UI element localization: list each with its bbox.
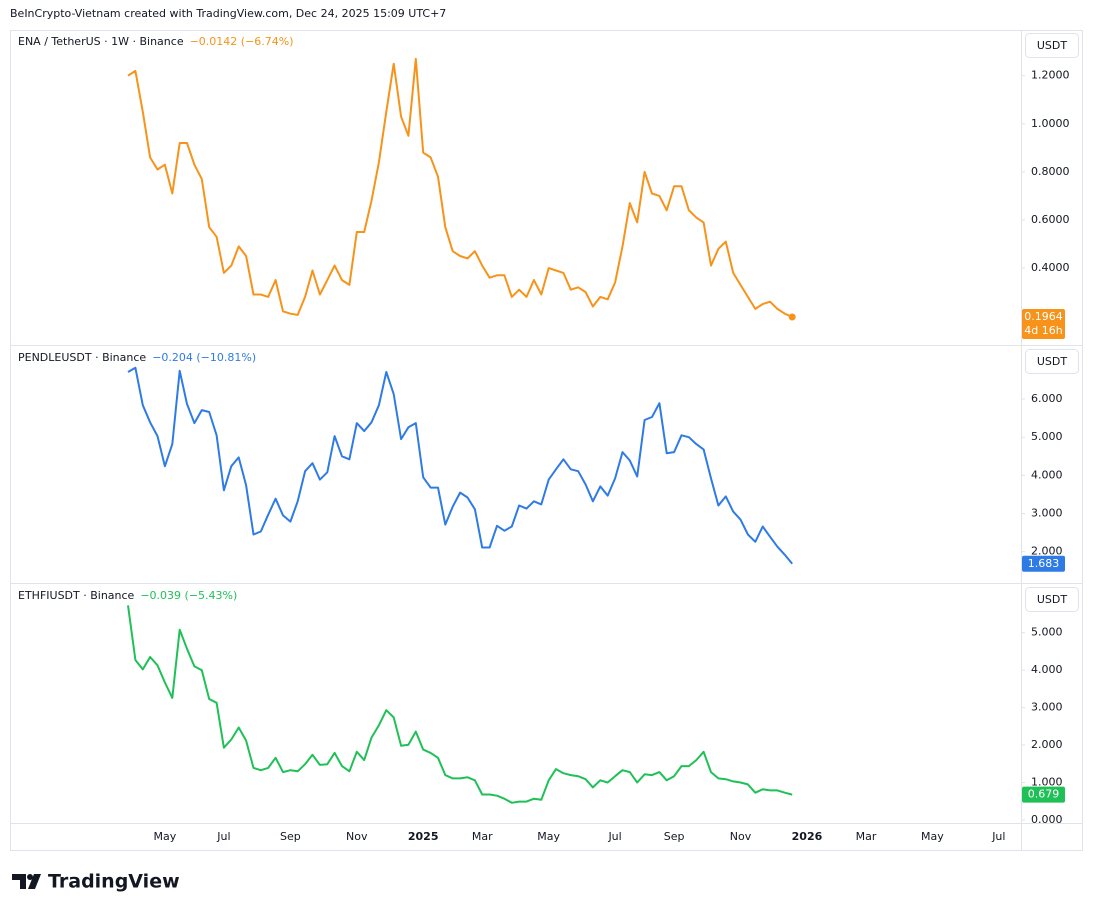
x-tick-label: 2025 [408, 830, 439, 843]
pane-title: ENA / TetherUS · 1W · Binance [18, 35, 184, 48]
y-tick-label: 0.4000 [1031, 261, 1070, 274]
y-tick-label: 1.000 [1031, 776, 1063, 789]
x-tick-label: Jul [991, 830, 1005, 843]
y-tick-label: 2.000 [1031, 545, 1063, 558]
x-tick-label: May [921, 830, 944, 843]
price-line [127, 366, 793, 565]
unit-label: USDT [1037, 593, 1068, 606]
y-tick-label: 1.2000 [1031, 69, 1070, 82]
pane-title: ETHFIUSDT · Binance [18, 589, 135, 602]
y-tick-label: 3.000 [1031, 507, 1063, 520]
y-tick-label: 5.000 [1031, 626, 1063, 639]
pane-change: −0.039 (−5.43%) [140, 589, 237, 602]
pane-change: −0.204 (−10.81%) [152, 351, 256, 364]
last-price-badge [1022, 309, 1065, 340]
countdown-label: 4d 16h [1024, 324, 1062, 337]
y-tick-label: 4.000 [1031, 468, 1063, 481]
chart-frame [10, 30, 1083, 851]
unit-box [1025, 587, 1079, 612]
y-tick-label: 5.000 [1031, 430, 1063, 443]
price-line [127, 605, 793, 804]
y-tick-label: 0.6000 [1031, 213, 1070, 226]
x-tick-label: Sep [664, 830, 685, 843]
x-tick-label: 2026 [792, 830, 823, 843]
pane-change: −0.0142 (−6.74%) [190, 35, 294, 48]
y-tick-label: 0.000 [1031, 813, 1063, 826]
y-tick-label: 4.000 [1031, 663, 1063, 676]
x-tick-label: May [537, 830, 560, 843]
x-tick-label: Jul [216, 830, 230, 843]
unit-label: USDT [1037, 39, 1068, 52]
last-price-label: 1.683 [1028, 557, 1060, 570]
y-tick-label: 1.0000 [1031, 117, 1070, 130]
last-price-label: 0.679 [1028, 788, 1060, 801]
x-tick-label: Mar [856, 830, 877, 843]
last-price-label: 0.1964 [1024, 310, 1063, 323]
last-price-badge [1022, 786, 1065, 803]
x-tick-label: Jul [607, 830, 621, 843]
y-tick-label: 0.8000 [1031, 165, 1070, 178]
x-tick-label: Nov [730, 830, 752, 843]
brand-logo [12, 874, 41, 889]
brand-name: TradingView [48, 871, 180, 893]
y-tick-label: 2.000 [1031, 738, 1063, 751]
y-tick-label: 6.000 [1031, 392, 1063, 405]
pane-title: PENDLEUSDT · Binance [18, 351, 146, 364]
unit-box [1025, 33, 1079, 58]
x-tick-label: May [154, 830, 177, 843]
y-tick-label: 3.000 [1031, 701, 1063, 714]
price-line [127, 57, 793, 318]
x-tick-label: Mar [472, 830, 493, 843]
last-point [788, 313, 796, 321]
last-price-badge [1022, 555, 1065, 572]
x-tick-label: Sep [280, 830, 301, 843]
unit-label: USDT [1037, 355, 1068, 368]
x-tick-label: Nov [346, 830, 368, 843]
unit-box [1025, 349, 1079, 374]
attribution: BeInCrypto-Vietnam created with TradingV… [10, 7, 446, 20]
